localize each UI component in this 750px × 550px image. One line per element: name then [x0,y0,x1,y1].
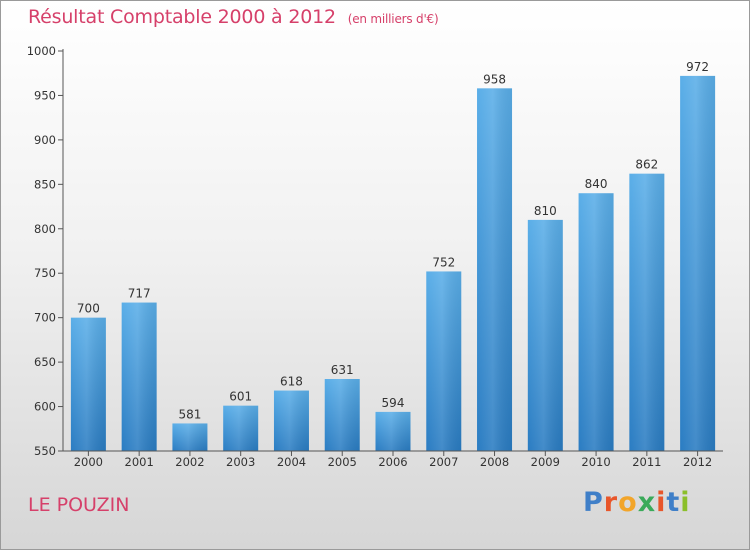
chart-unit: (en milliers d'€) [347,12,439,26]
bar-shine-2007 [426,271,462,451]
y-tick-label: 1000 [27,44,56,58]
chart-title-text: Résultat Comptable 2000 à 2012 [28,6,336,28]
data-label-2001: 717 [128,287,151,301]
x-tick-label-2006: 2006 [378,455,407,469]
x-tick-label-2004: 2004 [277,455,306,469]
data-label-2003: 601 [229,390,252,404]
data-label-2005: 631 [331,363,354,377]
bar-shine-2003 [223,405,259,451]
data-label-2007: 752 [432,255,455,269]
x-tick-label-2001: 2001 [125,455,154,469]
y-tick-label: 600 [34,400,56,414]
data-label-2008: 958 [483,72,506,86]
logo-letter: t [666,487,681,518]
x-tick-label-2000: 2000 [74,455,103,469]
data-label-2011: 862 [635,158,658,172]
bar-shine-2009 [527,219,563,451]
data-label-2004: 618 [280,375,303,389]
bar-shine-2004 [273,390,309,451]
y-tick-label: 700 [34,311,56,325]
logo-letter: x [637,487,657,518]
logo-letter: o [618,487,638,518]
x-tick-label-2007: 2007 [429,455,458,469]
x-tick-label-2010: 2010 [581,455,610,469]
x-tick-label-2005: 2005 [328,455,357,469]
bar-shine-2011 [629,173,665,451]
bar-shine-2000 [70,317,106,451]
y-tick-label: 550 [34,444,56,458]
logo-letter: i [680,487,691,518]
bar-shine-2010 [578,193,614,451]
x-tick-label-2003: 2003 [226,455,255,469]
data-label-2002: 581 [178,407,201,421]
bar-shine-2002 [172,423,208,451]
proxiti-logo[interactable]: Proxiti [583,487,691,518]
logo-letter: r [603,487,619,518]
x-tick-label-2009: 2009 [531,455,560,469]
commune-name: LE POUZIN [28,494,130,516]
y-tick-label: 800 [34,222,56,236]
y-tick-label: 850 [34,177,56,191]
y-tick-label: 900 [34,133,56,147]
data-label-2006: 594 [382,396,405,410]
bar-shine-2005 [324,379,360,451]
x-tick-label-2012: 2012 [683,455,712,469]
data-label-2009: 810 [534,204,557,218]
bar-shine-2006 [375,411,411,451]
x-tick-label-2002: 2002 [175,455,204,469]
y-tick-label: 750 [34,266,56,280]
data-label-2012: 972 [686,60,709,74]
y-tick-label: 950 [34,88,56,102]
data-label-2010: 840 [585,177,608,191]
data-label-2000: 700 [77,302,100,316]
bar-shine-2008 [477,88,513,451]
x-tick-label-2008: 2008 [480,455,509,469]
bar-shine-2012 [680,75,716,451]
chart-title: Résultat Comptable 2000 à 2012 (en milli… [28,6,439,28]
logo-letter: P [583,487,604,518]
x-tick-label-2011: 2011 [632,455,661,469]
y-tick-label: 650 [34,355,56,369]
logo-letter: i [656,487,667,518]
bar-shine-2001 [121,302,157,451]
